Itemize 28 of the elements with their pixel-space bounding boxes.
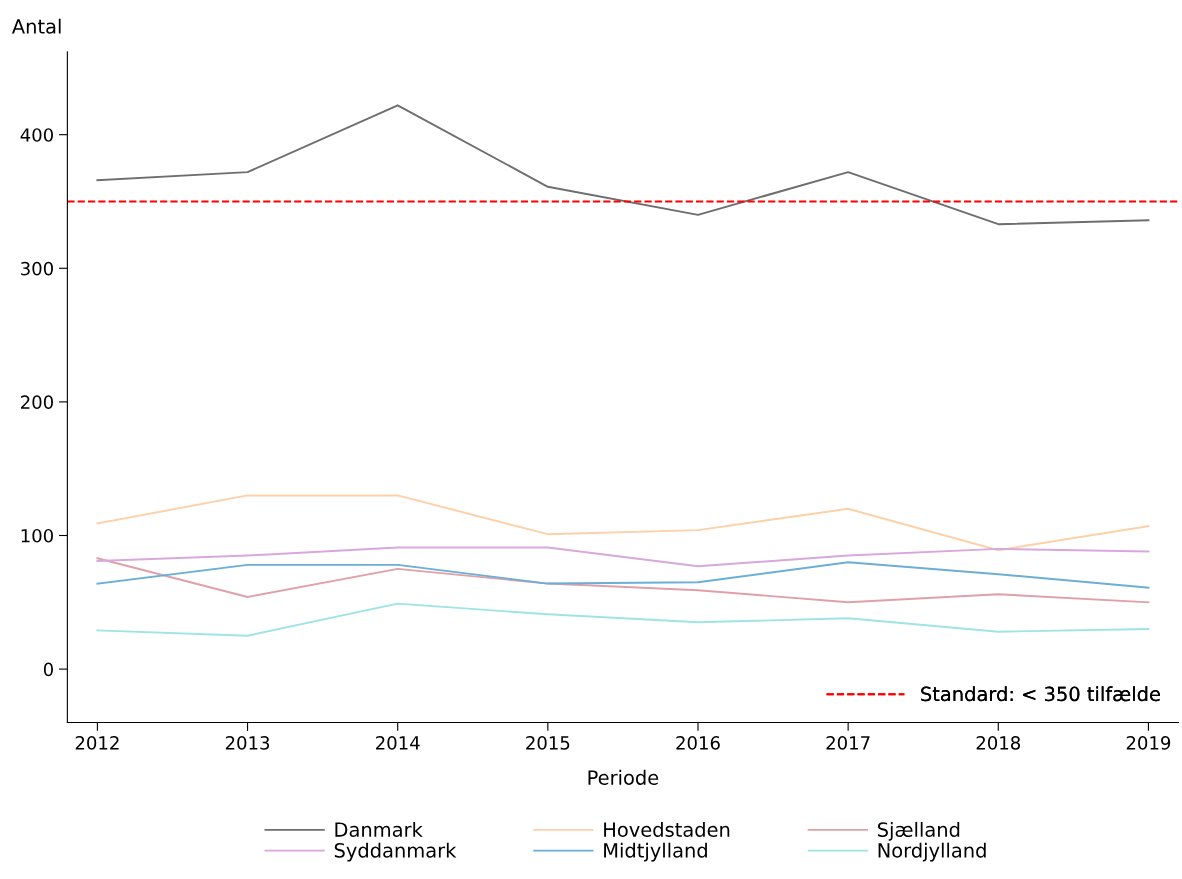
line-series xyxy=(96,494,1150,552)
line-series xyxy=(96,557,1150,604)
y-tick-label: 300 xyxy=(21,261,53,276)
y-tick-label: 200 xyxy=(21,395,53,410)
legend-label: Syddanmark xyxy=(334,842,457,862)
legend-label: Danmark xyxy=(335,821,423,837)
line-series xyxy=(96,104,1150,226)
x-tick-label: 2014 xyxy=(376,736,420,750)
legend-label: Sjælland xyxy=(878,821,960,841)
legend-label: Standard: < 350 tilfælde xyxy=(921,686,1160,702)
y-axis-title: Antal xyxy=(11,18,61,34)
x-tick-label: 2013 xyxy=(225,736,270,750)
x-tick-label: 2017 xyxy=(826,736,870,750)
legend-label: Nordjylland xyxy=(878,842,986,862)
x-axis-title: Periode xyxy=(588,769,659,785)
line-series xyxy=(96,546,1150,568)
y-tick-label: 0 xyxy=(43,662,53,677)
y-tick-label: 100 xyxy=(21,528,53,543)
x-tick-label: 2015 xyxy=(526,736,570,750)
legend-label: Midtjylland xyxy=(604,842,707,862)
x-tick-label: 2012 xyxy=(75,736,119,750)
x-tick-label: 2019 xyxy=(1126,736,1171,750)
x-tick-label: 2018 xyxy=(976,736,1021,750)
x-tick-label: 2016 xyxy=(676,736,720,750)
line-series xyxy=(96,602,1150,637)
y-tick-label: 400 xyxy=(20,128,53,142)
line-series xyxy=(96,561,1150,589)
legend-label: Hovedstaden xyxy=(604,821,730,837)
